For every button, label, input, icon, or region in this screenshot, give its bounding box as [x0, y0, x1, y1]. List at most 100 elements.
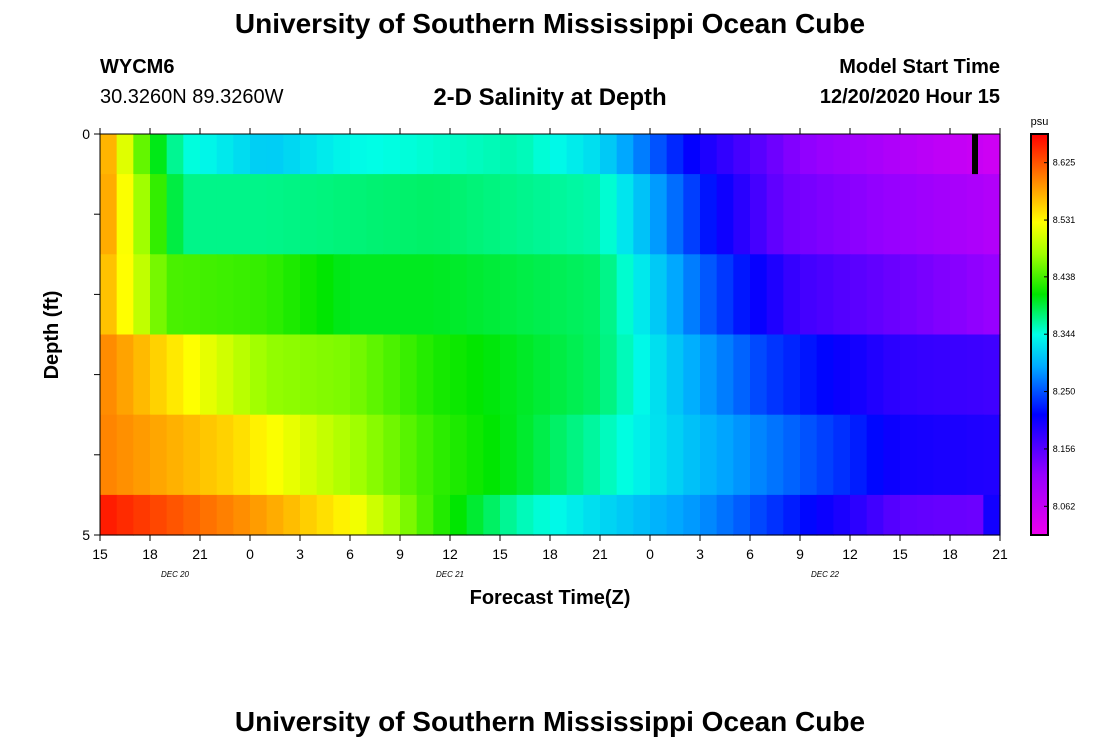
heatmap-cell: [316, 134, 334, 175]
heatmap-cell: [250, 414, 268, 496]
heatmap-cell: [783, 174, 801, 255]
heatmap-cell: [650, 414, 668, 496]
heatmap-cell: [816, 174, 834, 255]
heatmap-cell: [733, 334, 751, 416]
heatmap-cell: [383, 414, 401, 496]
heatmap-cell: [716, 334, 734, 416]
heatmap-cell: [150, 414, 168, 496]
heatmap-cell: [616, 414, 634, 496]
heatmap-cell: [733, 134, 751, 175]
heatmap-cell: [850, 334, 868, 416]
x-tick-label: 12: [842, 546, 858, 562]
heatmap-cell: [116, 334, 134, 416]
heatmap-cell: [866, 494, 884, 536]
y-axis-title: Depth (ft): [41, 291, 63, 380]
heatmap-cell: [283, 334, 301, 416]
heatmap-cell: [316, 494, 334, 536]
x-tick-label: 18: [542, 546, 558, 562]
heatmap-cell: [200, 334, 218, 416]
heatmap-cell: [116, 134, 134, 175]
heatmap-cell: [300, 414, 318, 496]
heatmap-cell: [183, 174, 201, 255]
heatmap-cell: [783, 134, 801, 175]
heatmap-cell: [983, 414, 1001, 496]
heatmap-cell: [816, 254, 834, 336]
heatmap-cell: [450, 334, 468, 416]
x-tick-label: 9: [796, 546, 804, 562]
heatmap-cell: [883, 254, 901, 336]
heatmap-cell: [866, 334, 884, 416]
heatmap-cell: [333, 414, 351, 496]
heatmap-cell: [300, 494, 318, 536]
current-time-marker: [972, 134, 978, 175]
heatmap-cell: [566, 334, 584, 416]
heatmap-cell: [416, 174, 434, 255]
x-tick-label: 3: [696, 546, 704, 562]
heatmap-cell: [833, 414, 851, 496]
heatmap-cell: [433, 254, 451, 336]
heatmap-cell: [800, 174, 818, 255]
heatmap-cell: [616, 494, 634, 536]
heatmap-cell: [133, 334, 151, 416]
heatmap-cell: [816, 494, 834, 536]
heatmap-cell: [383, 174, 401, 255]
heatmap-cell: [650, 174, 668, 255]
heatmap-cell: [850, 174, 868, 255]
heatmap-cell: [600, 494, 618, 536]
x-axis-title: Forecast Time(Z): [470, 587, 631, 609]
heatmap-cell: [966, 254, 984, 336]
heatmap-cell: [166, 334, 184, 416]
heatmap-cell: [366, 334, 384, 416]
heatmap-cell: [950, 134, 968, 175]
heatmap-cell: [633, 134, 651, 175]
heatmap-cell: [716, 254, 734, 336]
heatmap-cell: [450, 414, 468, 496]
heatmap-cell: [950, 414, 968, 496]
heatmap-cell: [866, 174, 884, 255]
heatmap-cell: [866, 134, 884, 175]
heatmap-cell: [366, 494, 384, 536]
heatmap-cell: [533, 254, 551, 336]
colorbar-tick-label: 8.344: [1053, 329, 1076, 339]
heatmap-cell: [566, 134, 584, 175]
heatmap-cell: [633, 254, 651, 336]
heatmap-cell: [766, 134, 784, 175]
heatmap-cell: [933, 174, 951, 255]
heatmap-cell: [200, 494, 218, 536]
heatmap-cell: [333, 254, 351, 336]
heatmap-cell: [416, 254, 434, 336]
heatmap-cell: [166, 134, 184, 175]
heatmap-cell: [266, 334, 284, 416]
heatmap-cell: [166, 414, 184, 496]
heatmap-cell: [800, 254, 818, 336]
heatmap-cell: [850, 134, 868, 175]
heatmap-cell: [533, 174, 551, 255]
heatmap-cell: [283, 414, 301, 496]
heatmap-cell: [216, 494, 234, 536]
colorbar-tick-label: 8.625: [1053, 158, 1076, 168]
x-day-label: DEC 21: [436, 570, 464, 579]
heatmap-cell: [233, 134, 251, 175]
heatmap-cell: [550, 494, 568, 536]
heatmap-cell: [983, 134, 1001, 175]
heatmap-cell: [300, 134, 318, 175]
heatmap-cell: [516, 134, 534, 175]
heatmap-cell: [116, 174, 134, 255]
heatmap-cell: [950, 174, 968, 255]
heatmap-cell: [283, 254, 301, 336]
heatmap-cell: [300, 174, 318, 255]
heatmap-cell: [933, 494, 951, 536]
heatmap-cell: [983, 334, 1001, 416]
heatmap-cell: [683, 414, 701, 496]
heatmap-cell: [900, 494, 918, 536]
heatmap-cell: [283, 494, 301, 536]
heatmap-cell: [833, 254, 851, 336]
heatmap-cell: [216, 414, 234, 496]
heatmap-cell: [250, 174, 268, 255]
x-tick-label: 15: [492, 546, 508, 562]
heatmap-cell: [916, 494, 934, 536]
heatmap-cell: [716, 174, 734, 255]
heatmap-cell: [583, 334, 601, 416]
